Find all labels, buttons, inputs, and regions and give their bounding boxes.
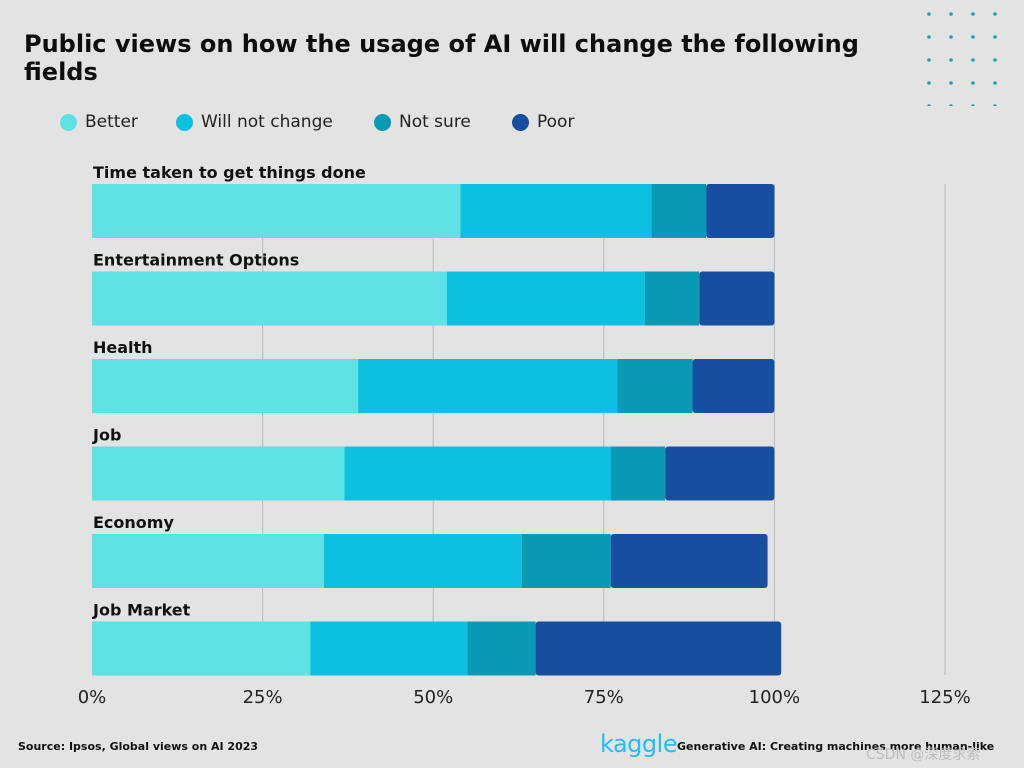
stacked-bar-chart: Time taken to get things done Entertainme…: [78, 163, 971, 708]
bar-segment: [344, 446, 611, 501]
x-tick-label: 100%: [749, 687, 800, 708]
bar-segment: [692, 359, 775, 413]
legend-label: Will not change: [201, 112, 333, 132]
decorative-dot: [949, 81, 953, 85]
bar-segment: [92, 534, 325, 588]
category-label: Job: [92, 426, 121, 445]
legend-label: Not sure: [399, 112, 471, 132]
bar-segment: [617, 359, 693, 413]
bar-segment: [324, 534, 522, 588]
bar-segment: [699, 271, 775, 326]
decorative-dot: [993, 35, 997, 39]
decorative-dot: [971, 81, 975, 85]
decorative-dot: [971, 58, 975, 62]
decorative-dot: [927, 104, 931, 106]
bar-segment: [610, 446, 666, 501]
legend-label: Better: [85, 112, 138, 132]
decorative-dot: [993, 104, 997, 106]
category-label: Health: [93, 338, 153, 357]
decorative-dot: [949, 58, 953, 62]
footer-tagline: Generative AI: Creating machines more hu…: [677, 740, 995, 753]
x-tick-label: 75%: [584, 687, 624, 708]
legend-item: Will not change: [176, 112, 333, 132]
source-note: Source: Ipsos, Global views on AI 2023: [18, 740, 259, 753]
decorative-dot-grid: [927, 12, 997, 106]
category-label: Job Market: [92, 601, 191, 620]
x-tick-label: 0%: [78, 687, 107, 708]
bar-segment: [651, 184, 707, 238]
bar-segment: [310, 621, 468, 676]
legend-swatch-icon: [176, 113, 193, 131]
legend-label: Poor: [537, 112, 575, 132]
bar-segment: [521, 534, 611, 588]
legend-item: Better: [60, 112, 138, 132]
legend-swatch-icon: [60, 113, 77, 131]
bar-segment: [610, 534, 768, 588]
x-tick-label: 25%: [243, 687, 283, 708]
bar-segment: [535, 621, 782, 676]
decorative-dot: [993, 81, 997, 85]
bar-segment: [92, 621, 311, 676]
x-tick-label: 125%: [919, 687, 970, 708]
decorative-dot: [949, 104, 953, 106]
decorative-dot: [927, 35, 931, 39]
kaggle-logo: kaggle: [600, 730, 678, 758]
bar-segment: [467, 621, 536, 676]
category-label: Economy: [93, 513, 174, 532]
decorative-dot: [949, 12, 953, 16]
decorative-dot: [949, 35, 953, 39]
category-label: Time taken to get things done: [93, 163, 366, 182]
decorative-dot: [971, 104, 975, 106]
bar-segment: [644, 271, 700, 326]
decorative-dot: [971, 35, 975, 39]
bar-segment: [92, 446, 345, 501]
bar-segment: [92, 359, 359, 413]
decorative-dot: [993, 12, 997, 16]
decorative-dot: [927, 12, 931, 16]
decorative-dot: [971, 12, 975, 16]
decorative-dot: [927, 58, 931, 62]
legend-item: Poor: [512, 112, 574, 132]
legend-swatch-icon: [512, 113, 529, 131]
watermark: CSDN @深度求索: [866, 747, 981, 763]
chart-title: Public views on how the usage of AI will…: [24, 30, 859, 86]
bar-segment: [665, 446, 775, 501]
category-label: Entertainment Options: [93, 251, 299, 270]
legend-swatch-icon: [374, 113, 391, 131]
bar-segment: [460, 184, 652, 238]
bar-segment: [706, 184, 775, 238]
bar-segment: [358, 359, 618, 413]
bar-segment: [446, 271, 645, 326]
decorative-dot: [927, 81, 931, 85]
legend-item: Not sure: [374, 112, 471, 132]
bar-segment: [92, 184, 461, 238]
decorative-dot: [993, 58, 997, 62]
bar-segment: [92, 271, 447, 326]
x-tick-label: 50%: [413, 687, 453, 708]
